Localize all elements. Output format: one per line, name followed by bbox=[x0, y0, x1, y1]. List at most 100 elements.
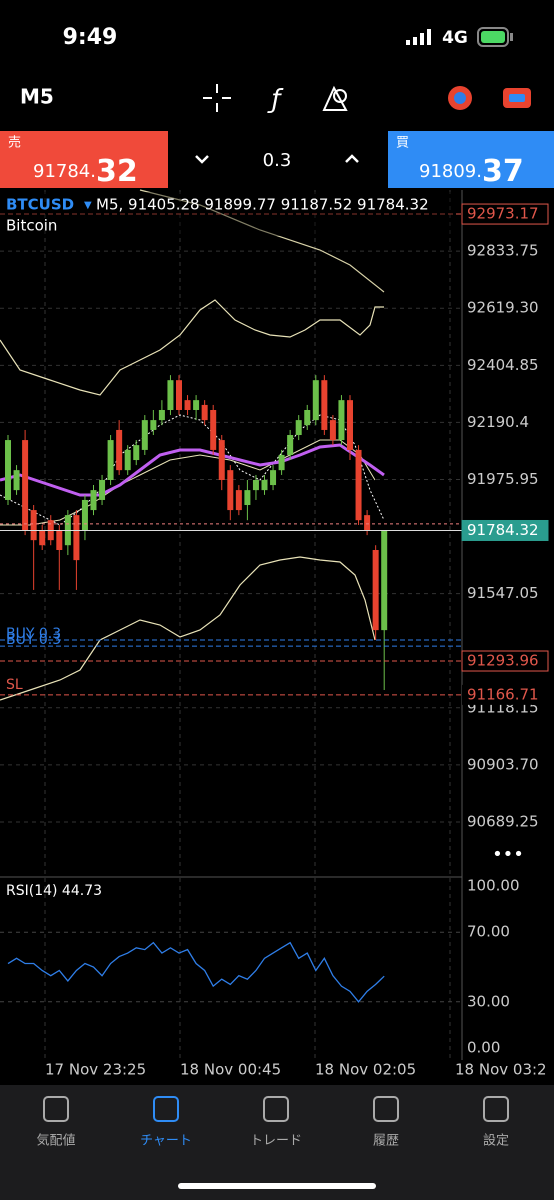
info-backdrop bbox=[0, 192, 455, 236]
candle-body bbox=[150, 420, 157, 430]
battery-icon bbox=[477, 27, 513, 47]
symbol[interactable]: BTCUSD bbox=[6, 196, 74, 214]
candle-body bbox=[5, 440, 11, 500]
candle-body bbox=[90, 490, 97, 511]
tab[interactable]: 気配値 bbox=[36, 1096, 76, 1149]
candle-body bbox=[30, 510, 37, 541]
candle-body bbox=[56, 530, 63, 551]
buy-price-big: 37 bbox=[482, 154, 524, 189]
tab[interactable]: 履歴 bbox=[373, 1096, 399, 1149]
volume-up[interactable] bbox=[345, 154, 359, 163]
price-tag bbox=[461, 519, 549, 541]
volume-down[interactable] bbox=[195, 155, 209, 164]
price-label: 90689.25 bbox=[467, 812, 539, 830]
tab-label: チャート bbox=[140, 1134, 192, 1149]
candle-body bbox=[73, 515, 80, 561]
candle-body bbox=[99, 479, 106, 500]
candle-body bbox=[193, 400, 200, 410]
tab[interactable]: チャート bbox=[140, 1096, 192, 1149]
candle-body bbox=[39, 530, 46, 546]
buy-button[interactable] bbox=[388, 131, 554, 188]
crosshair-icon[interactable] bbox=[203, 84, 231, 112]
price-tag-label: 91166.71 bbox=[467, 685, 539, 703]
tab-icon bbox=[263, 1096, 289, 1122]
account-icon[interactable] bbox=[448, 86, 472, 110]
price-label: 92833.75 bbox=[467, 242, 539, 260]
sell-label: 売 bbox=[8, 135, 21, 151]
stop-label[interactable]: SL bbox=[6, 677, 23, 693]
signal-icon bbox=[406, 29, 431, 45]
candle-body bbox=[176, 380, 182, 410]
ohlc-info: M5, 91405.28 91899.77 91187.52 91784.32 bbox=[96, 196, 429, 214]
time-label: 18 Nov 02:05 bbox=[315, 1061, 416, 1079]
tab-icon bbox=[43, 1096, 69, 1122]
time-label: 18 Nov 00:45 bbox=[180, 1061, 281, 1079]
price-label: 92190.4 bbox=[467, 413, 529, 431]
candle-body bbox=[329, 420, 336, 441]
price-tag-label: 91784.32 bbox=[467, 521, 539, 539]
price-label: 91547.05 bbox=[467, 584, 539, 602]
sell-price: 91784.32 bbox=[33, 154, 138, 189]
more-button[interactable]: ••• bbox=[492, 844, 524, 865]
tab-label: 設定 bbox=[483, 1133, 509, 1149]
candle-body bbox=[381, 530, 388, 631]
price-label: 92619.30 bbox=[467, 299, 539, 317]
candle-body bbox=[270, 470, 277, 486]
tab-icon bbox=[153, 1096, 179, 1122]
objects-icon[interactable] bbox=[322, 85, 348, 111]
candle-body bbox=[210, 409, 217, 450]
home-indicator bbox=[178, 1183, 376, 1189]
price-label: 90903.70 bbox=[467, 755, 539, 773]
candle-body bbox=[235, 490, 242, 511]
sell-price-big: 32 bbox=[96, 154, 138, 189]
candle-body bbox=[355, 449, 362, 521]
order-label[interactable]: BUY 0.3 bbox=[6, 626, 61, 642]
price-tag-label: 92973.17 bbox=[467, 205, 539, 223]
candle-body bbox=[107, 440, 114, 480]
candle-body bbox=[227, 470, 234, 511]
candle-body bbox=[184, 400, 191, 410]
tab-label: トレード bbox=[250, 1134, 302, 1149]
time-label: 18 Nov 03:2 bbox=[455, 1061, 547, 1079]
candle-body bbox=[295, 420, 302, 436]
price-label: 92404.85 bbox=[467, 356, 539, 374]
rsi-tick-label: 100.00 bbox=[467, 877, 520, 895]
timeframe[interactable]: M5 bbox=[20, 85, 54, 109]
price-tag bbox=[462, 684, 548, 705]
trade-icon[interactable] bbox=[503, 88, 531, 108]
order-label[interactable]: BUY 0.3 bbox=[6, 632, 61, 648]
candle-body bbox=[13, 470, 20, 491]
candle-body bbox=[116, 429, 123, 471]
price-tag-label: 91293.96 bbox=[467, 652, 539, 670]
sell-price-main: 91784. bbox=[33, 161, 96, 182]
indicator-icon[interactable]: ƒ bbox=[266, 85, 284, 115]
candle-body bbox=[338, 400, 345, 441]
candle-body bbox=[364, 515, 371, 531]
sell-button[interactable] bbox=[0, 131, 168, 188]
tab-icon bbox=[373, 1096, 399, 1122]
candle-body bbox=[141, 420, 148, 450]
candle-body bbox=[278, 454, 285, 471]
candle-body bbox=[124, 449, 131, 471]
rsi-tick-label: 30.00 bbox=[467, 992, 510, 1010]
volume[interactable]: 0.3 bbox=[263, 150, 292, 171]
rsi-title: RSI(14) 44.73 bbox=[6, 883, 102, 899]
buy-price: 91809.37 bbox=[419, 154, 524, 189]
price-tag bbox=[461, 650, 549, 672]
buy-price-main: 91809. bbox=[419, 161, 482, 182]
network: 4G bbox=[442, 28, 468, 48]
candle-body bbox=[22, 440, 29, 531]
tab[interactable]: 設定 bbox=[483, 1096, 509, 1149]
candle-body bbox=[287, 435, 294, 455]
clock: 9:49 bbox=[63, 25, 118, 50]
symbol-dropdown[interactable]: ▼ bbox=[84, 200, 92, 211]
candle-body bbox=[321, 380, 328, 430]
price-label: 91975.95 bbox=[467, 470, 539, 488]
buy-label: 買 bbox=[396, 136, 409, 151]
tab-icon bbox=[483, 1096, 509, 1122]
rsi-tick-label: 0.00 bbox=[467, 1039, 500, 1057]
candle-body bbox=[347, 400, 353, 450]
price-tag bbox=[461, 203, 549, 225]
tab[interactable]: トレード bbox=[250, 1096, 302, 1149]
